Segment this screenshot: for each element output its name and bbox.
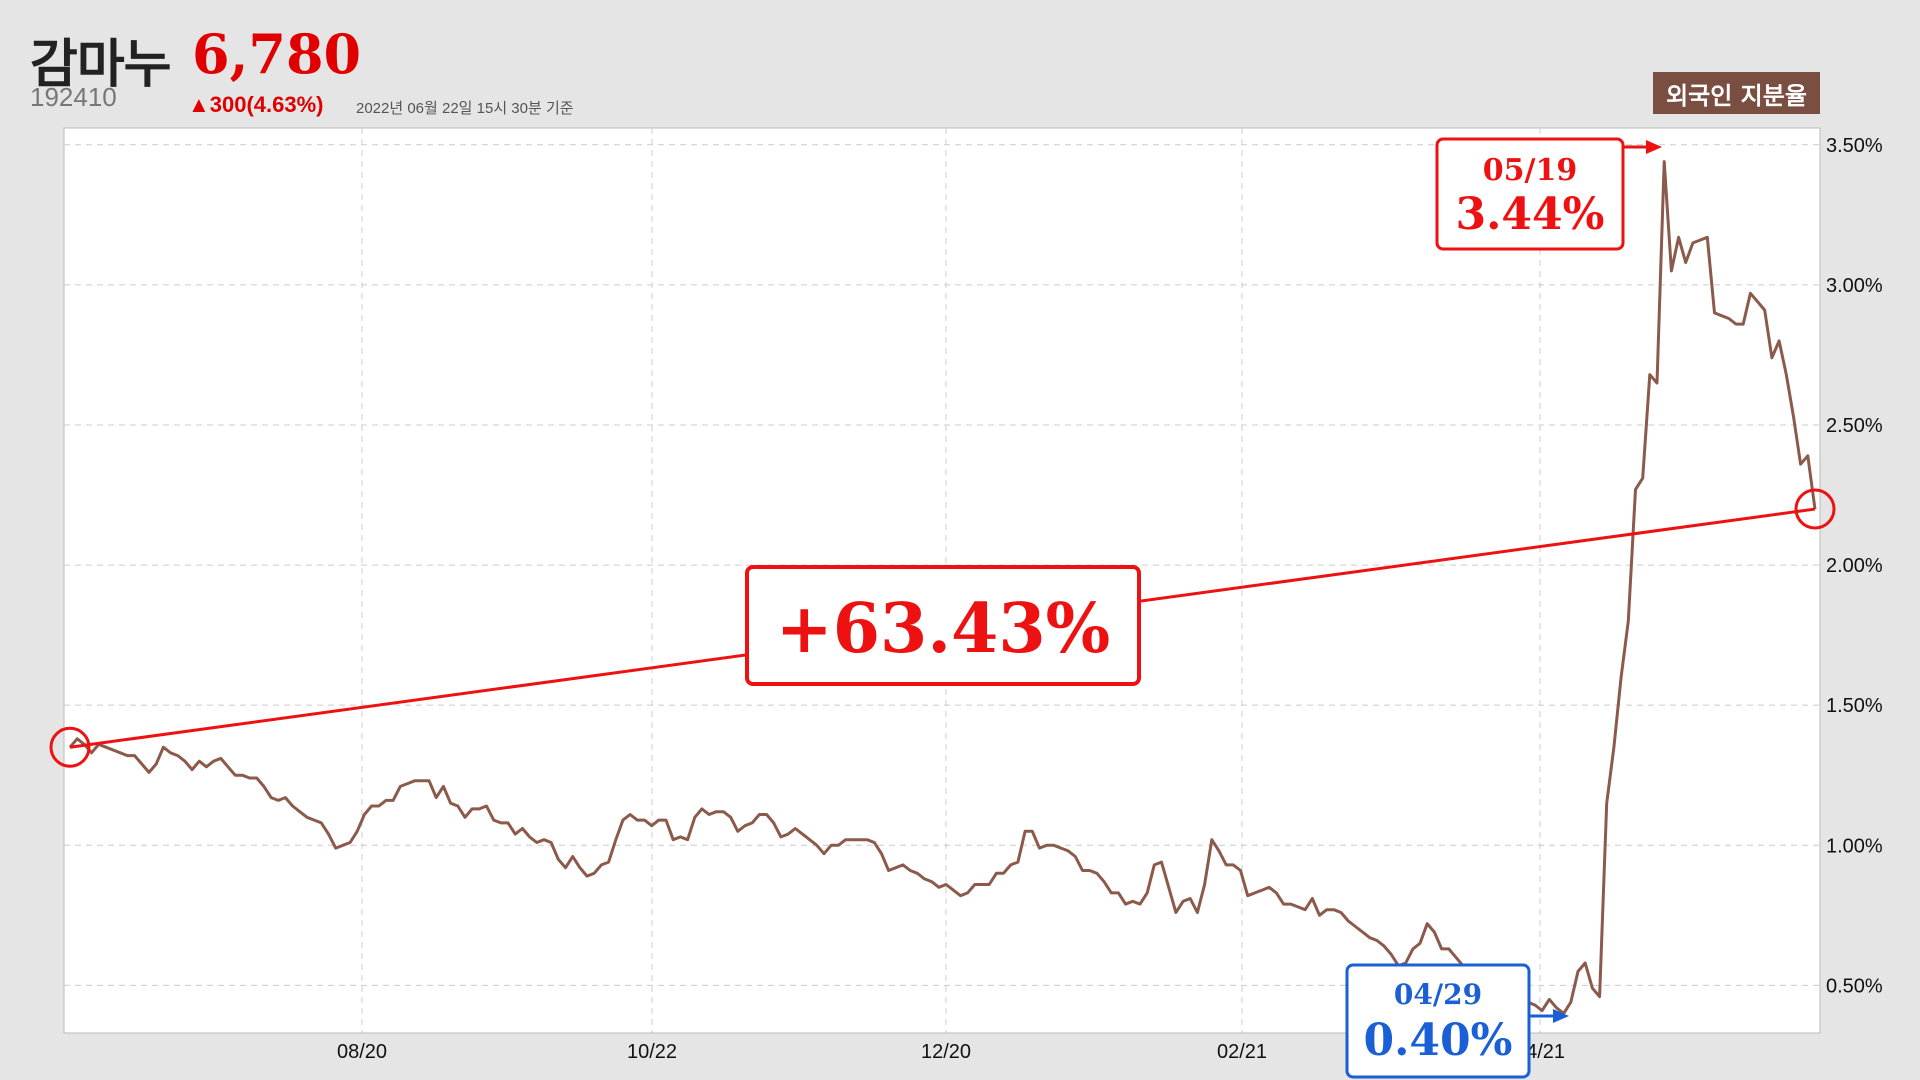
low-callout-box bbox=[1345, 963, 1531, 1079]
x-tick-label: 02/21 bbox=[1217, 1041, 1267, 1063]
y-tick-label: 3.50% bbox=[1826, 135, 1883, 157]
y-tick-label: 1.00% bbox=[1826, 835, 1883, 857]
low-value-label: 0.40% bbox=[1364, 1015, 1513, 1066]
peak-arrow-head bbox=[1646, 140, 1662, 154]
peak-date-label: 05/19 bbox=[1483, 153, 1577, 188]
change-callout-label: +63.43% bbox=[776, 589, 1111, 669]
low-arrow-head bbox=[1553, 1009, 1569, 1023]
chart-title-badge: 외국인 지분율 bbox=[1653, 72, 1820, 114]
y-tick-label: 2.00% bbox=[1826, 555, 1883, 577]
price-change: ▲300(4.63%) bbox=[188, 92, 324, 117]
start-point-marker bbox=[49, 726, 91, 768]
x-tick-label: 10/22 bbox=[627, 1041, 677, 1063]
peak-callout-box bbox=[1435, 137, 1625, 251]
stock-name: 감마누 bbox=[30, 35, 172, 95]
y-tick-label: 1.50% bbox=[1826, 695, 1883, 717]
end-point-marker bbox=[1794, 488, 1836, 530]
change-callout-box bbox=[745, 565, 1141, 686]
x-tick-label: 08/20 bbox=[337, 1041, 387, 1063]
as-of-timestamp: 2022년 06월 22일 15시 30분 기준 bbox=[356, 100, 574, 117]
y-tick-label: 2.50% bbox=[1826, 415, 1883, 437]
peak-value-label: 3.44% bbox=[1456, 189, 1605, 240]
stock-code: 192410 bbox=[30, 82, 117, 112]
x-tick-label: 12/20 bbox=[921, 1041, 971, 1063]
low-date-label: 04/29 bbox=[1394, 978, 1482, 1011]
y-tick-label: 0.50% bbox=[1826, 975, 1883, 997]
y-tick-label: 3.00% bbox=[1826, 275, 1883, 297]
stock-price: 6,780 bbox=[192, 22, 362, 86]
